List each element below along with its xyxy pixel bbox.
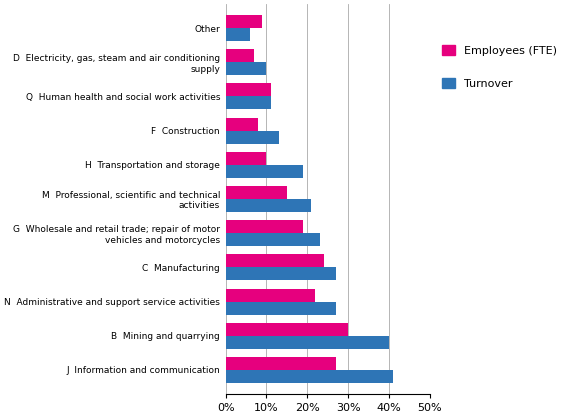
Bar [225,15,262,28]
Bar [225,233,320,246]
Bar [225,254,324,267]
Bar [225,96,270,109]
Legend: Employees (FTE), Turnover: Employees (FTE), Turnover [437,41,562,93]
Bar [225,152,266,165]
Bar [225,289,315,301]
Bar [225,49,254,62]
Bar [225,118,258,131]
Bar [225,267,336,280]
Bar [225,301,336,314]
Bar [225,357,336,370]
Bar [225,220,303,233]
Bar [225,165,303,178]
Bar [225,199,311,212]
Bar [225,370,393,383]
Bar [225,62,266,75]
Bar [225,336,389,349]
Bar [225,131,279,143]
Bar [225,28,250,41]
Bar [225,323,348,336]
Bar [225,186,287,199]
Bar [225,83,270,96]
